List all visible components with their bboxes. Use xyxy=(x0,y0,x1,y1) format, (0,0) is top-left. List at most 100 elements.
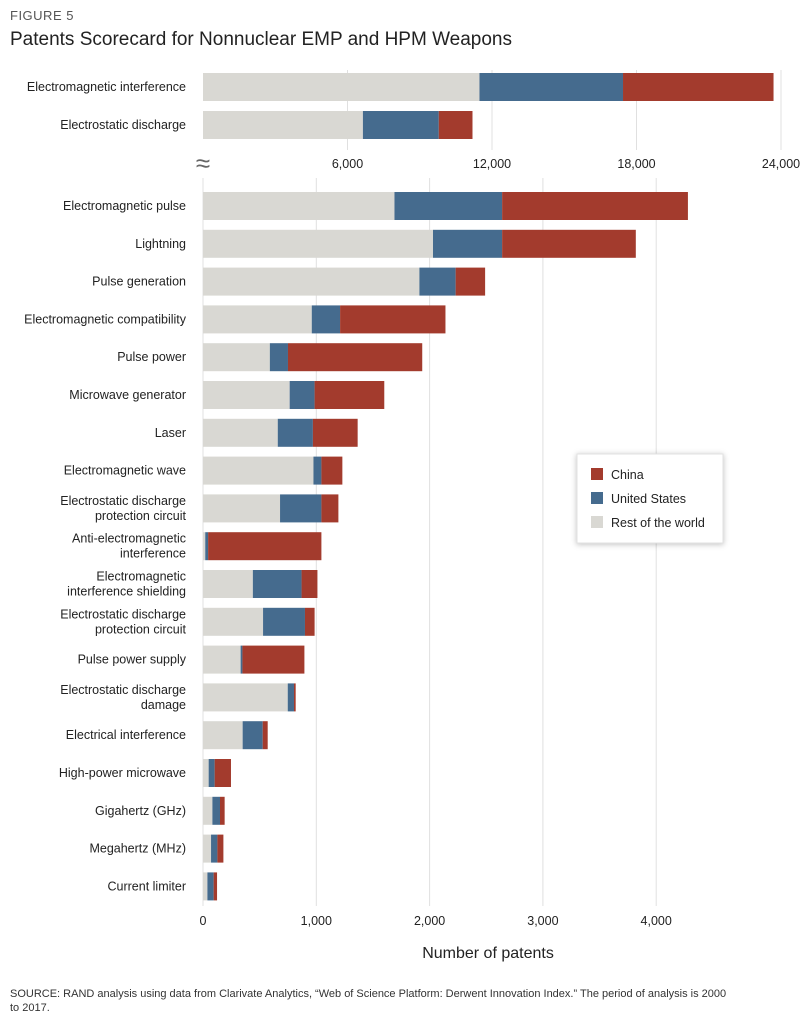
bar-segment-united-states xyxy=(362,111,439,139)
x-tick-label: 18,000 xyxy=(617,157,655,171)
x-tick-label: 2,000 xyxy=(414,914,445,928)
category-label: Pulse power supply xyxy=(78,653,187,667)
category-label: Electromagnetic compatibility xyxy=(24,312,187,326)
bar-segment-china xyxy=(502,229,636,258)
bar-segment-rest-of-the-world xyxy=(203,267,420,296)
category-label: Laser xyxy=(155,426,186,440)
category-label: protection circuit xyxy=(95,622,187,636)
legend-label: Rest of the world xyxy=(611,516,705,530)
x-tick-label: 1,000 xyxy=(301,914,332,928)
axis-break-symbol: ≈ xyxy=(196,148,210,178)
bar-segment-china xyxy=(321,494,339,523)
category-label: Electromagnetic wave xyxy=(64,464,186,478)
bar-segment-china xyxy=(287,343,423,372)
category-label: Electromagnetic interference xyxy=(27,80,186,94)
bar-segment-rest-of-the-world xyxy=(203,683,288,712)
bar-segment-rest-of-the-world xyxy=(203,872,208,901)
category-label: protection circuit xyxy=(95,509,187,523)
bar-segment-china xyxy=(301,570,318,598)
bar-segment-rest-of-the-world xyxy=(203,834,212,863)
bar-segment-china xyxy=(340,305,446,334)
bar-segment-united-states xyxy=(240,645,243,674)
bar-segment-rest-of-the-world xyxy=(203,721,243,750)
bar-segment-united-states xyxy=(252,570,302,598)
bar-segment-united-states xyxy=(289,381,315,409)
bar-segment-united-states xyxy=(211,834,218,863)
x-tick-label: 24,000 xyxy=(762,157,800,171)
x-tick-label: 0 xyxy=(200,914,207,928)
category-label: Electrostatic discharge xyxy=(60,683,186,697)
bar-segment-china xyxy=(213,872,218,901)
bar-segment-china xyxy=(304,607,315,636)
bar-segment-rest-of-the-world xyxy=(203,494,281,523)
legend-label: United States xyxy=(611,492,686,506)
source-line-1: SOURCE: RAND analysis using data from Cl… xyxy=(10,988,726,1000)
bar-segment-united-states xyxy=(207,872,214,901)
bar-segment-rest-of-the-world xyxy=(203,570,253,598)
category-label: Current limiter xyxy=(108,879,187,893)
source-line-2: to 2017. xyxy=(10,1002,50,1014)
bar-segment-united-states xyxy=(287,683,294,712)
bar-segment-china xyxy=(242,645,305,674)
category-label: Lightning xyxy=(135,237,186,251)
bar-segment-china xyxy=(262,721,268,750)
bar-segment-united-states xyxy=(394,192,503,220)
category-label: Electrostatic discharge xyxy=(60,607,186,621)
figure-label: FIGURE 5 xyxy=(10,8,74,23)
bar-segment-rest-of-the-world xyxy=(203,759,209,787)
x-tick-label: 3,000 xyxy=(527,914,558,928)
bar-segment-china xyxy=(217,834,224,863)
x-tick-label: 12,000 xyxy=(473,157,511,171)
bar-segment-united-states xyxy=(280,494,322,523)
bar-segment-china xyxy=(312,418,358,447)
bar-segment-united-states xyxy=(242,721,263,750)
category-label: Electromagnetic xyxy=(96,570,186,584)
category-label: High-power microwave xyxy=(59,766,186,780)
legend: China United States Rest of the world xyxy=(576,453,724,544)
category-label: interference xyxy=(120,547,186,561)
bar-segment-china xyxy=(219,796,225,825)
bar-segment-united-states xyxy=(212,796,220,825)
category-label: Electromagnetic pulse xyxy=(63,199,186,213)
bar-segment-rest-of-the-world xyxy=(203,418,278,447)
x-tick-label: 6,000 xyxy=(332,157,363,171)
bar-segment-rest-of-the-world xyxy=(203,111,363,139)
bar-segment-united-states xyxy=(479,73,624,101)
category-label: Microwave generator xyxy=(69,388,186,402)
bar-segment-china xyxy=(208,532,322,561)
category-label: Megahertz (MHz) xyxy=(89,842,186,856)
legend-label: China xyxy=(611,468,644,482)
category-label: damage xyxy=(141,698,186,712)
bar-segment-united-states xyxy=(311,305,341,334)
category-label: Pulse power xyxy=(117,350,186,364)
bar-segment-united-states xyxy=(432,229,503,258)
bar-segment-china xyxy=(214,759,231,787)
bar-segment-rest-of-the-world xyxy=(203,456,314,485)
bar-segment-rest-of-the-world xyxy=(203,796,213,825)
bar-segment-china xyxy=(293,683,296,712)
bar-segment-rest-of-the-world xyxy=(203,73,480,101)
bar-segment-rest-of-the-world xyxy=(203,343,270,372)
bar-segment-united-states xyxy=(208,759,215,787)
bar-segment-rest-of-the-world xyxy=(203,229,433,258)
bar-segment-rest-of-the-world xyxy=(203,607,264,636)
legend-swatch xyxy=(591,468,603,480)
legend-swatch xyxy=(591,492,603,504)
bar-segment-rest-of-the-world xyxy=(203,532,206,561)
bar-segment-united-states xyxy=(313,456,322,485)
category-label: Electrical interference xyxy=(66,728,186,742)
chart-title: Patents Scorecard for Nonnuclear EMP and… xyxy=(10,29,512,50)
category-label: interference shielding xyxy=(67,585,186,599)
legend-swatch xyxy=(591,516,603,528)
category-label: Gigahertz (GHz) xyxy=(95,804,186,818)
category-label: Electrostatic discharge xyxy=(60,494,186,508)
bar-segment-united-states xyxy=(419,267,456,296)
bar-segment-rest-of-the-world xyxy=(203,305,312,334)
bar-segment-united-states xyxy=(205,532,209,561)
bar-segment-china xyxy=(438,111,473,139)
bar-segment-united-states xyxy=(263,607,305,636)
x-axis-label: Number of patents xyxy=(422,945,554,962)
x-tick-label: 4,000 xyxy=(641,914,672,928)
bar-segment-rest-of-the-world xyxy=(203,381,290,409)
